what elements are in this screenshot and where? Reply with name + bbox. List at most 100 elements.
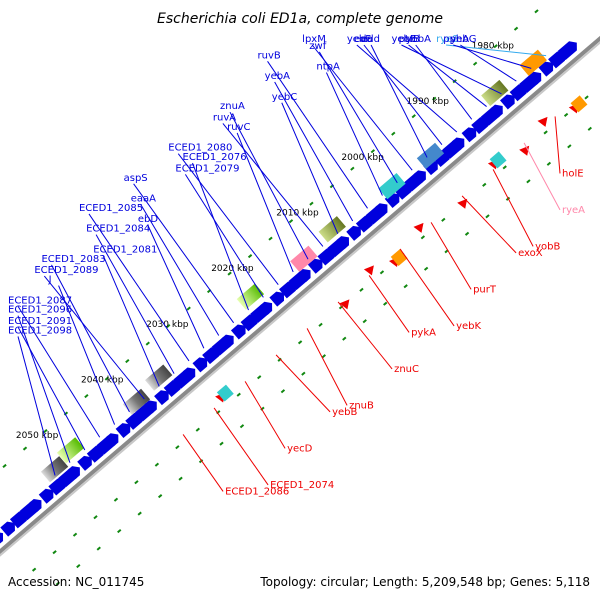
gene-arrow — [77, 455, 92, 471]
gene-label: ruvA — [213, 112, 236, 123]
gene-label: yebC — [272, 92, 297, 103]
track-dash — [72, 532, 78, 537]
gene-arrow — [144, 400, 157, 414]
leader-line — [356, 44, 458, 133]
gene-arrow — [451, 137, 465, 151]
gene-arrow — [269, 291, 285, 307]
track-dash — [55, 581, 61, 586]
leader-line — [213, 407, 269, 486]
gene-arrow — [461, 127, 477, 143]
gene-label: ECED1_2074 — [270, 480, 334, 491]
gene-label: yebE — [391, 34, 416, 45]
leader-line — [102, 255, 160, 387]
track-dash — [350, 166, 355, 171]
gene-label: ECED1_2096 — [8, 305, 72, 316]
gene-arrow-reverse — [413, 222, 424, 233]
leader-line — [408, 44, 487, 107]
gene-arrow — [317, 248, 335, 266]
track-dash — [104, 376, 110, 381]
track-dash — [96, 546, 101, 551]
gene-label: ECED1_2083 — [41, 254, 105, 265]
gene-label: ruvC — [227, 122, 250, 133]
feature-block — [145, 364, 173, 391]
track-dash — [423, 266, 429, 271]
gene-arrow-reverse — [457, 198, 468, 209]
gene-label: ptrB — [399, 34, 420, 45]
genome-backbone — [0, 35, 600, 555]
track-dash — [420, 235, 426, 240]
track-dash — [31, 567, 37, 572]
gene-arrow — [115, 423, 131, 439]
track-dash — [359, 287, 364, 292]
leader-line — [274, 81, 354, 222]
feature-block — [290, 245, 318, 272]
track-dash — [301, 371, 306, 376]
gene-label: J — [48, 275, 52, 286]
gene-arrow — [548, 51, 566, 69]
gene-arrow — [471, 117, 489, 135]
gene-arrow — [355, 215, 373, 233]
track-dash — [362, 319, 367, 324]
gene-arrow — [67, 466, 80, 480]
leader-line — [88, 213, 190, 362]
track-dash — [432, 96, 437, 101]
gene-label: purT — [473, 284, 497, 295]
gene-label: exoX — [518, 248, 543, 259]
track-dash — [117, 529, 122, 534]
track-dash — [546, 161, 552, 166]
track-dash — [43, 428, 48, 434]
track-dash — [370, 149, 376, 154]
gene-arrow — [202, 347, 220, 365]
forward-gene-group — [0, 41, 577, 544]
leader-line — [401, 44, 502, 95]
gene-label: yebA — [265, 71, 290, 82]
leader-line — [275, 354, 331, 413]
gene-label: yecD — [287, 443, 313, 454]
track-dash — [166, 324, 171, 329]
track-dash — [157, 494, 163, 499]
gene-label: edd — [361, 34, 380, 45]
leader-line — [325, 72, 383, 196]
feature-block — [519, 49, 547, 76]
feature-block — [236, 283, 265, 310]
leader-line — [95, 234, 175, 374]
feature-block — [481, 79, 509, 107]
gene-label: ECED1_2080 — [168, 143, 232, 154]
gene-label: ECED1_2081 — [93, 244, 157, 255]
gene-label: ECED1_2089 — [34, 265, 98, 276]
accession-text: Accession: NC_011745 — [8, 575, 144, 589]
gene-arrow — [413, 170, 426, 184]
leader-line — [370, 44, 428, 158]
track-dash — [379, 270, 385, 275]
track-dash — [587, 126, 592, 131]
gene-label: yebK — [456, 321, 481, 332]
leader-line — [51, 264, 130, 413]
track-dash — [534, 9, 539, 14]
track-dash — [321, 354, 326, 359]
kbp-label: 1980 kbp — [472, 42, 515, 52]
track-dash — [472, 61, 478, 66]
track-dash — [277, 357, 282, 362]
track-dash — [441, 217, 446, 222]
feature-block — [416, 142, 445, 169]
track-dash — [198, 459, 204, 464]
gene-arrow — [336, 236, 350, 250]
gene-arrow — [221, 334, 234, 348]
gene-arrow — [86, 445, 104, 463]
gene-arrow — [9, 511, 27, 529]
gene-arrow — [259, 301, 273, 315]
feature-block — [318, 216, 346, 243]
leader-line — [460, 44, 517, 82]
track-dash — [318, 322, 323, 327]
track-dash — [84, 393, 89, 399]
track-dash — [247, 254, 253, 259]
track-dash — [219, 441, 224, 446]
gene-arrow — [538, 61, 554, 77]
gene-label: ebD — [138, 214, 159, 225]
gene-arrow — [557, 41, 577, 61]
reverse-gene-group — [215, 95, 588, 403]
gene-arrow — [48, 478, 66, 496]
leader-line — [43, 275, 145, 400]
gene-label: yebG — [450, 34, 476, 45]
